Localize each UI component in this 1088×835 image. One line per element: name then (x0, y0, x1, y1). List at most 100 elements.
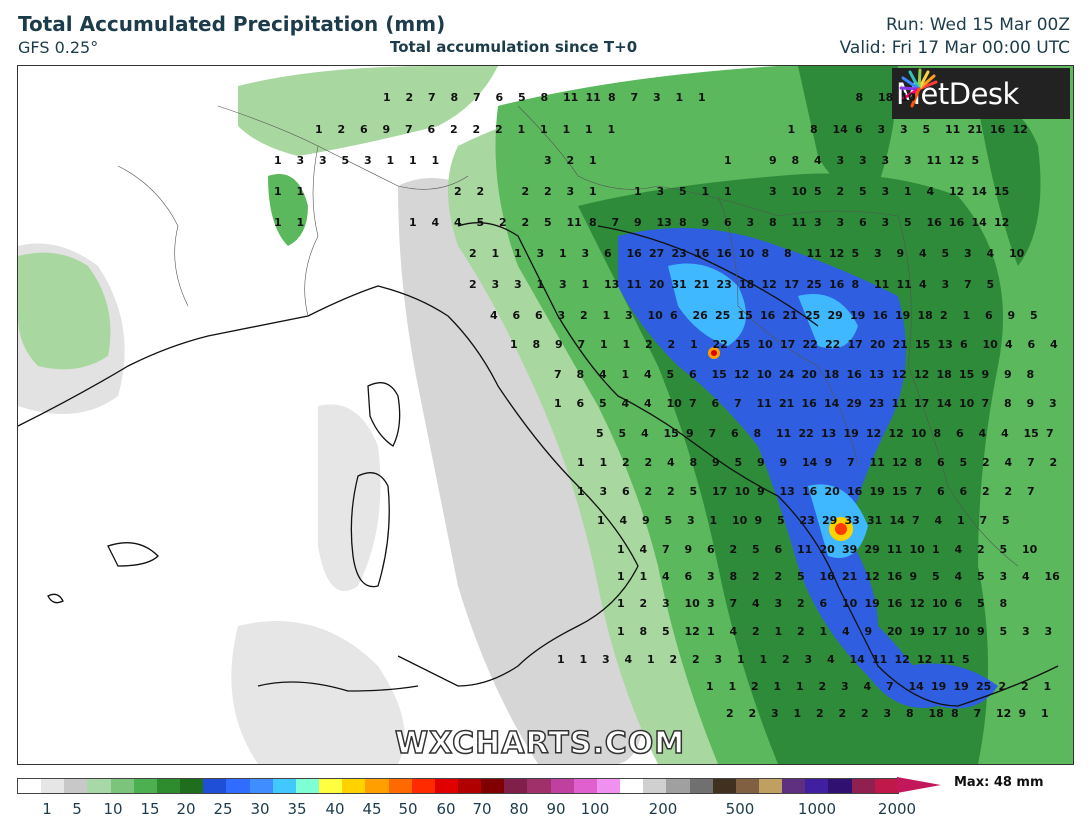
grid-value: 10 (932, 597, 948, 610)
grid-value: 11 (926, 154, 942, 167)
grid-value: 12 (888, 427, 904, 440)
grid-value: 9 (769, 154, 777, 167)
grid-value: 3 (364, 154, 372, 167)
grid-value: 4 (667, 456, 675, 469)
grid-value: 5 (814, 185, 822, 198)
precip-hotspot (711, 350, 717, 356)
grid-value: 27 (649, 247, 665, 260)
grid-value: 7 (662, 543, 670, 556)
grid-value: 3 (707, 597, 715, 610)
grid-value: 9 (754, 514, 763, 527)
grid-value: 3 (881, 185, 890, 198)
precip-band-blue (618, 228, 938, 708)
map-canvas (18, 66, 1073, 764)
precip-band-green (268, 174, 308, 246)
grid-value: 7 (708, 427, 717, 440)
grid-value: 5 (544, 216, 552, 229)
grid-value: 12 (914, 368, 930, 381)
grid-value: 1 (1043, 680, 1052, 693)
grid-value: 9 (1007, 309, 1016, 322)
grid-value: 10 (911, 427, 927, 440)
grid-value: 2 (836, 185, 845, 198)
grid-value: 7 (689, 397, 697, 410)
grid-value: 6 (684, 570, 693, 583)
grid-value: 1 (706, 680, 714, 693)
grid-value: 10 (900, 91, 916, 104)
grid-value: 8 (855, 91, 864, 104)
color-scale (17, 778, 899, 794)
grid-value: 2 (838, 707, 847, 720)
grid-value: 4 (662, 570, 670, 583)
grid-value: 2 (644, 485, 653, 498)
grid-value: 6 (959, 485, 968, 498)
grid-value: 16 (626, 247, 642, 260)
grid-value: 20 (801, 368, 817, 381)
grid-value: 6 (360, 123, 368, 136)
grid-value: 13 (869, 368, 885, 381)
grid-value: 8 (810, 123, 818, 136)
grid-value: 10 (756, 368, 772, 381)
scale-tick-label: 30 (250, 800, 270, 818)
precipitation-map[interactable]: MetDesk WXCHARTS.COM 1 2 7 8 7 6 5 8 11 11 8 7 3 1 1 8 1… (17, 65, 1074, 765)
grid-value: 4 (827, 653, 835, 666)
grid-value: 3 (859, 154, 867, 167)
grid-value: 15 (1023, 427, 1039, 440)
grid-value: 22 (802, 338, 818, 351)
grid-value: 10 (982, 338, 998, 351)
scale-swatch (712, 779, 736, 793)
grid-value: 2 (521, 185, 530, 198)
grid-value: 6 (859, 216, 867, 229)
scale-swatch (41, 779, 65, 793)
grid-value: 1 (514, 247, 522, 260)
grid-value: 5 (932, 570, 940, 583)
grid-value: 21 (892, 338, 908, 351)
grid-value: 3 (491, 278, 500, 291)
scale-swatch (782, 779, 806, 793)
grid-value: 5 (689, 485, 698, 498)
grid-value: 12 (866, 427, 882, 440)
grid-value: 8 (689, 456, 698, 469)
grid-value: 5 (618, 427, 627, 440)
grid-value: 29 (846, 397, 862, 410)
scale-swatch (342, 779, 366, 793)
grid-value: 10 (732, 514, 748, 527)
grid-value: 3 (581, 247, 590, 260)
grid-value: 1 (639, 570, 648, 583)
grid-value: 7 (1027, 485, 1035, 498)
grid-value: 1 (617, 543, 625, 556)
scale-swatch (18, 779, 42, 793)
grid-value: 11 (806, 247, 822, 260)
grid-value: 10 (1009, 247, 1025, 260)
grid-value: 18 (824, 368, 840, 381)
grid-value: 1 (386, 154, 395, 167)
scale-arrow-icon (897, 777, 941, 793)
grid-value: 5 (922, 123, 931, 136)
grid-value: 17 (932, 625, 948, 638)
grid-value: 29 (827, 309, 843, 322)
grid-value: 1 (602, 309, 611, 322)
precip-band-light (398, 178, 645, 764)
grid-value: 3 (769, 185, 777, 198)
grid-value: 4 (1001, 427, 1009, 440)
grid-value: 1 (581, 278, 590, 291)
grid-value: 10 (842, 597, 858, 610)
grid-value: 23 (869, 397, 885, 410)
grid-value: 39 (842, 543, 858, 556)
grid-value: 2 (469, 247, 477, 260)
grid-value: 4 (644, 368, 652, 381)
grid-value: 18 (739, 278, 755, 291)
grid-value: 19 (864, 597, 880, 610)
grid-value: 29 (864, 543, 880, 556)
grid-value: 5 (662, 625, 670, 638)
grid-value: 16 (847, 485, 863, 498)
grid-value: 4 (863, 680, 872, 693)
grid-value: 2 (337, 123, 346, 136)
grid-value: 1 (774, 625, 783, 638)
grid-value: 5 (977, 597, 985, 610)
scale-swatch (457, 779, 482, 793)
grid-value: 7 (473, 91, 481, 104)
grid-value: 2 (405, 91, 414, 104)
grid-value: 6 (956, 427, 964, 440)
grid-value: 9 (981, 368, 990, 381)
scale-swatch (666, 779, 690, 793)
